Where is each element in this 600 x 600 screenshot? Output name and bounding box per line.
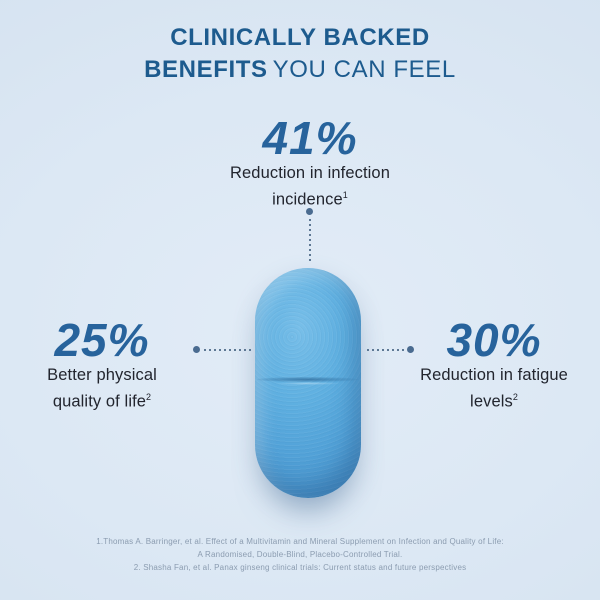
connector-left-dashed-line [204, 349, 253, 351]
stat-quality-label: Better physical quality of life2 [7, 364, 197, 413]
stat-infection-label-line1: Reduction in infection [230, 164, 390, 182]
stat-fatigue-label-line1: Reduction in fatigue [420, 366, 568, 384]
connector-left-dot-icon [193, 346, 200, 353]
title-line-1: CLINICALLY BACKED [0, 22, 600, 54]
footnote-line-2: A Randomised, Double-Blind, Placebo-Cont… [197, 550, 403, 559]
connector-top-dot-icon [306, 208, 313, 215]
stat-fatigue-value: 30% [446, 314, 542, 366]
footnotes: 1.Thomas A. Barringer, et al. Effect of … [0, 535, 600, 574]
stat-infection: 41% Reduction in infection incidence1 [180, 114, 440, 211]
title-line2-light: YOU CAN FEEL [272, 56, 456, 83]
stat-quality-label-line2: quality of life [52, 392, 147, 411]
title-line1-text: CLINICALLY BACKED [170, 24, 430, 51]
title-line2-bold: BENEFITS [144, 56, 268, 83]
connector-top-dashed-line [309, 219, 311, 263]
pill-score-line [257, 377, 359, 385]
stat-fatigue-label-line2: levels [470, 392, 513, 411]
pill-capsule-image [255, 268, 361, 498]
stat-quality-value: 25% [54, 314, 150, 366]
stat-quality-of-life: 25% Better physical quality of life2 [7, 316, 197, 413]
stat-quality-label-line1: Better physical [47, 366, 157, 384]
stat-fatigue: 30% Reduction in fatigue levels2 [394, 316, 594, 413]
connector-right-dot-icon [407, 346, 414, 353]
page-title: CLINICALLY BACKED BENEFITS YOU CAN FEEL [0, 22, 600, 86]
connector-right-dashed-line [367, 349, 406, 351]
footnote-line-1: 1.Thomas A. Barringer, et al. Effect of … [96, 537, 504, 546]
stat-quality-footnote-ref: 2 [146, 392, 152, 402]
stat-infection-footnote-ref: 1 [342, 190, 348, 200]
stat-infection-value: 41% [262, 112, 358, 164]
footnote-line-3: 2. Shasha Fan, et al. Panax ginseng clin… [133, 563, 467, 572]
stat-infection-label-line2: incidence [272, 190, 343, 209]
title-line-2: BENEFITS YOU CAN FEEL [0, 54, 600, 86]
stat-fatigue-footnote-ref: 2 [512, 392, 518, 402]
stat-infection-label: Reduction in infection incidence1 [180, 162, 440, 211]
stat-fatigue-label: Reduction in fatigue levels2 [394, 364, 594, 413]
